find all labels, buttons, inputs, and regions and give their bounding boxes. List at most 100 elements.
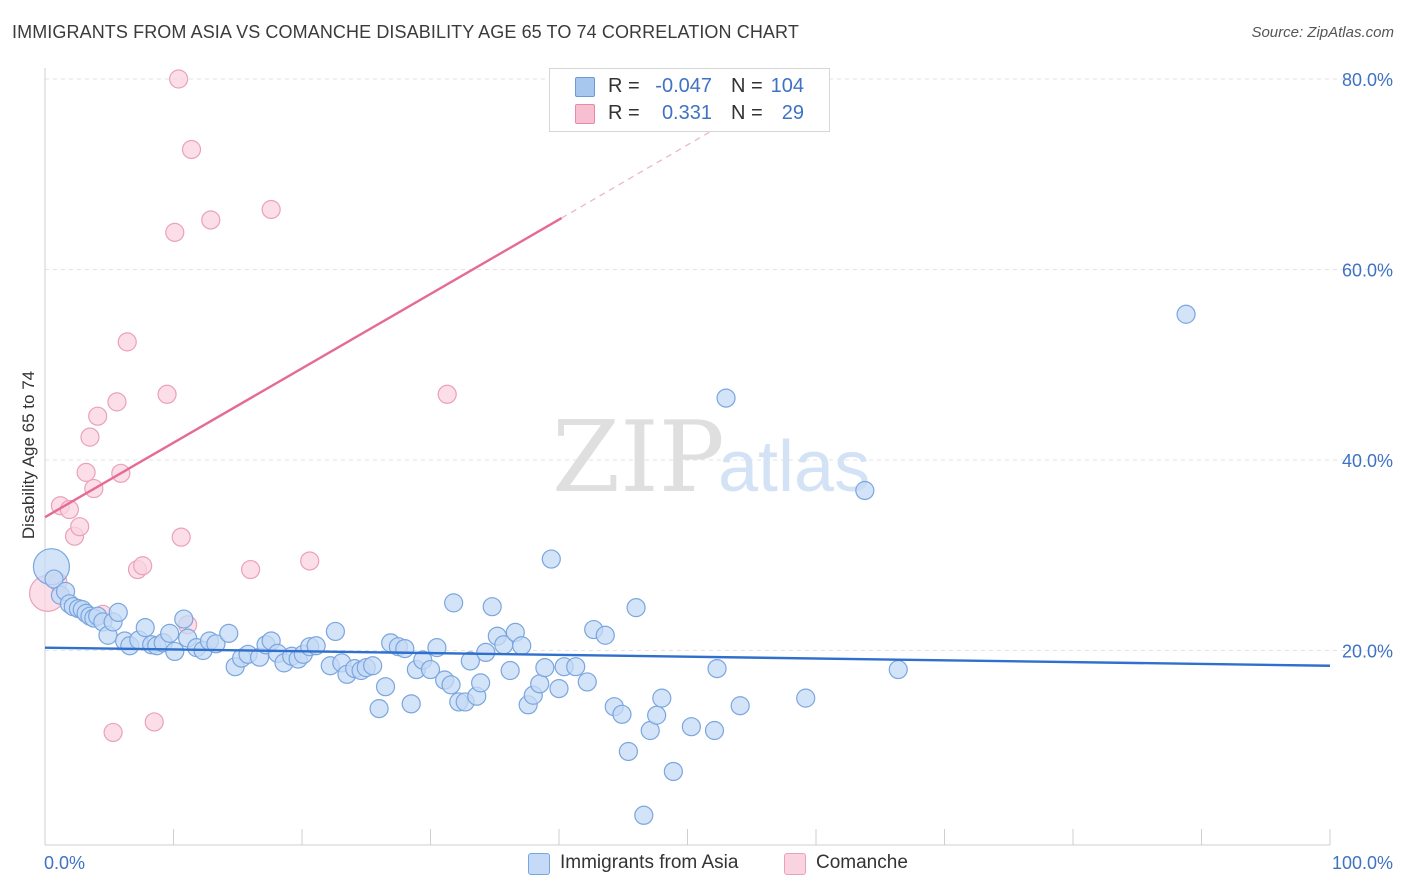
trend-line-extension bbox=[561, 107, 753, 219]
y-tick-label: 60.0% bbox=[1342, 261, 1393, 281]
data-point bbox=[716, 388, 736, 408]
data-point bbox=[441, 675, 461, 695]
data-point bbox=[76, 462, 96, 482]
data-point bbox=[160, 623, 180, 643]
data-point bbox=[595, 625, 615, 645]
data-point bbox=[157, 384, 177, 404]
data-point bbox=[796, 688, 816, 708]
data-point bbox=[460, 651, 480, 671]
watermark-atlas: atlas bbox=[718, 427, 870, 507]
data-point bbox=[482, 597, 502, 617]
trend-lines bbox=[44, 107, 1331, 667]
data-point bbox=[165, 641, 185, 662]
watermark-zip: ZIP bbox=[552, 401, 725, 515]
data-point bbox=[401, 694, 421, 714]
x-tick-label: 0.0% bbox=[44, 853, 85, 873]
series-comanche-points bbox=[28, 69, 457, 743]
data-point bbox=[541, 549, 561, 569]
n-value: 29 bbox=[781, 102, 804, 124]
data-point bbox=[363, 656, 383, 676]
n-label: N = bbox=[731, 102, 763, 124]
data-point bbox=[300, 551, 320, 571]
data-point bbox=[369, 699, 389, 719]
data-point bbox=[395, 638, 415, 659]
data-point bbox=[241, 559, 261, 580]
data-point bbox=[165, 222, 185, 242]
y-tick-label: 80.0% bbox=[1342, 70, 1393, 90]
data-point bbox=[174, 609, 194, 629]
data-point bbox=[420, 659, 441, 680]
data-point bbox=[855, 480, 875, 501]
r-label: R = bbox=[608, 75, 640, 97]
data-point bbox=[206, 634, 226, 654]
data-point bbox=[103, 722, 123, 743]
data-point bbox=[634, 805, 654, 825]
data-point bbox=[375, 677, 396, 697]
data-point bbox=[44, 569, 64, 589]
data-point bbox=[476, 642, 496, 663]
swatch-asia bbox=[575, 77, 595, 97]
y-tick-label: 40.0% bbox=[1342, 451, 1393, 471]
data-point bbox=[88, 406, 108, 426]
data-point bbox=[169, 69, 189, 89]
r-value: 0.331 bbox=[661, 102, 712, 124]
data-point bbox=[261, 199, 281, 220]
stats-row-asia: R = -0.047 N = 104 bbox=[550, 73, 829, 99]
data-point bbox=[171, 527, 191, 547]
data-point bbox=[181, 139, 202, 160]
data-point bbox=[117, 332, 137, 352]
data-point bbox=[566, 657, 586, 677]
data-point bbox=[471, 673, 491, 693]
data-point bbox=[663, 761, 683, 782]
data-point bbox=[512, 636, 532, 656]
stats-legend: R = -0.047 N = 104 R = 0.331 N = 29 bbox=[549, 68, 830, 132]
legend-label-comanche: Comanche bbox=[816, 852, 908, 873]
data-point bbox=[612, 704, 632, 724]
source-label: Source: ZipAtlas.com bbox=[1251, 24, 1394, 41]
stats-row-comanche: R = 0.331 N = 29 bbox=[550, 100, 829, 126]
data-point bbox=[80, 427, 100, 447]
data-point bbox=[70, 517, 90, 537]
data-point bbox=[444, 593, 464, 613]
swatch-comanche bbox=[575, 104, 595, 124]
data-point bbox=[626, 598, 646, 618]
data-point bbox=[681, 717, 701, 737]
n-label: N = bbox=[731, 75, 763, 97]
data-point bbox=[107, 392, 127, 412]
data-point bbox=[535, 658, 555, 678]
watermark: ZIP atlas bbox=[552, 401, 870, 515]
y-axis-label: Disability Age 65 to 74 bbox=[19, 371, 38, 539]
trend-line bbox=[44, 217, 563, 519]
data-point bbox=[888, 659, 908, 680]
series-asia-points bbox=[32, 304, 1196, 825]
data-point bbox=[133, 556, 153, 576]
data-point bbox=[325, 621, 346, 642]
data-point bbox=[500, 660, 520, 681]
data-point bbox=[704, 720, 725, 741]
data-point bbox=[201, 210, 221, 230]
data-point bbox=[730, 696, 750, 716]
data-point bbox=[144, 712, 164, 732]
r-label: R = bbox=[608, 102, 640, 124]
chart-title: IMMIGRANTS FROM ASIA VS COMANCHE DISABIL… bbox=[12, 22, 799, 42]
data-point bbox=[135, 618, 155, 638]
data-point bbox=[1176, 304, 1196, 324]
r-value: -0.047 bbox=[655, 75, 712, 97]
axis-ticks: 20.0% 40.0% 60.0% 80.0% 0.0% 100.0% bbox=[44, 70, 1393, 873]
data-point bbox=[549, 678, 569, 699]
data-point bbox=[108, 602, 128, 623]
series-legend: Immigrants from Asia Comanche bbox=[0, 851, 1406, 879]
legend-swatch-comanche bbox=[784, 853, 806, 875]
n-value: 104 bbox=[770, 75, 804, 97]
x-tick-label: 100.0% bbox=[1332, 853, 1393, 873]
data-point bbox=[652, 688, 672, 708]
data-point bbox=[647, 705, 667, 725]
legend-swatch-asia bbox=[528, 853, 550, 875]
data-point bbox=[618, 741, 638, 762]
data-point bbox=[707, 658, 727, 679]
data-point bbox=[219, 623, 239, 643]
legend-label-asia: Immigrants from Asia bbox=[560, 852, 739, 873]
trend-line bbox=[44, 646, 1331, 667]
y-tick-label: 20.0% bbox=[1342, 642, 1393, 662]
